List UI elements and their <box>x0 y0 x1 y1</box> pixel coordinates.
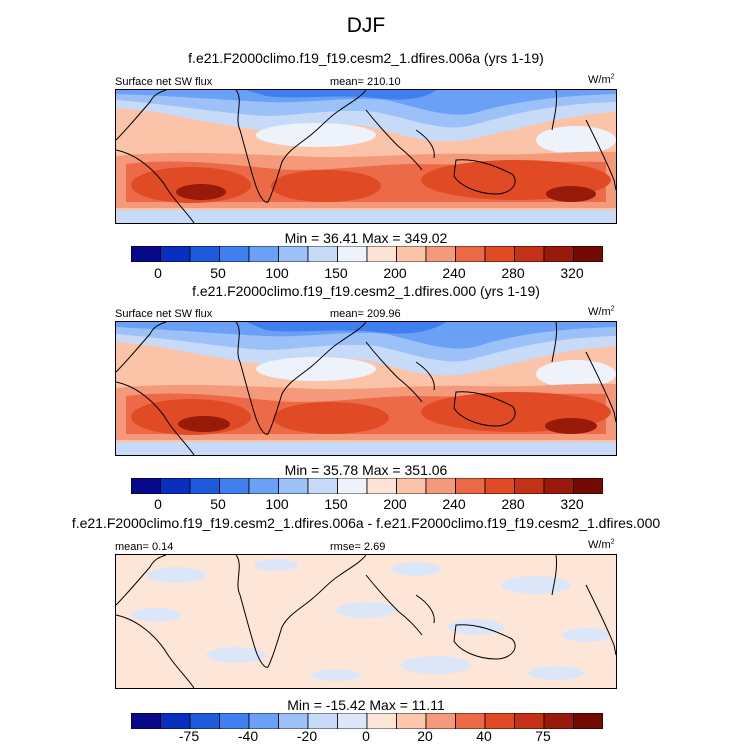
colorbar-box <box>307 478 338 494</box>
colorbar-box <box>425 246 456 262</box>
colorbar-box <box>219 713 250 729</box>
panel2-title: f.e21.F2000climo.f19_f19.cesm2_1.dfires.… <box>192 283 540 299</box>
colorbar-box <box>366 713 397 729</box>
panel2-mean-label: mean= 209.96 <box>330 308 401 320</box>
panel1-stats: Min = 36.41 Max = 349.02 <box>284 230 448 246</box>
colorbar-box <box>248 713 279 729</box>
panel1-tick: 280 <box>501 265 525 281</box>
panel3-colorbar <box>131 713 603 729</box>
colorbar-box <box>131 478 161 494</box>
panel1-tick: 320 <box>560 265 584 281</box>
colorbar-box <box>337 478 368 494</box>
panel2-colorbar <box>131 478 603 494</box>
colorbar-box <box>307 713 338 729</box>
panel2-units-label: W/m2 <box>588 305 615 318</box>
panel1-tick: 240 <box>442 265 466 281</box>
panel1-tick: 150 <box>324 265 348 281</box>
panel1-colorbar-ticks: 0 50 100 150 200 240 280 320 <box>0 265 732 283</box>
colorbar-box <box>189 246 220 262</box>
colorbar-box <box>219 246 250 262</box>
colorbar-box <box>131 713 161 729</box>
colorbar-box <box>131 246 161 262</box>
colorbar-box <box>248 246 279 262</box>
colorbar-box <box>484 246 515 262</box>
colorbar-box <box>307 246 338 262</box>
panel3-tick: -40 <box>237 728 259 744</box>
panel3-units-label: W/m2 <box>588 538 615 551</box>
panel2-tick: 150 <box>324 496 348 512</box>
panel3-tick: -75 <box>178 728 200 744</box>
colorbar-box <box>396 478 427 494</box>
colorbar-box <box>396 713 427 729</box>
panel3-tick: -20 <box>296 728 318 744</box>
panel2-tick: 200 <box>383 496 407 512</box>
colorbar-box <box>425 713 456 729</box>
panel3-tick: 40 <box>476 728 492 744</box>
panel2-stats: Min = 35.78 Max = 351.06 <box>284 462 448 478</box>
panel3-mean-label: mean= 0.14 <box>115 541 174 553</box>
colorbar-box <box>337 246 368 262</box>
colorbar-box <box>543 713 574 729</box>
colorbar-box <box>160 713 191 729</box>
panel2-tick: 240 <box>442 496 466 512</box>
panel3-map <box>115 554 617 689</box>
panel3-title: f.e21.F2000climo.f19_f19.cesm2_1.dfires.… <box>71 515 661 531</box>
panel1-tick: 100 <box>265 265 289 281</box>
colorbar-box <box>484 713 515 729</box>
colorbar-box <box>396 246 427 262</box>
colorbar-box <box>573 713 603 729</box>
panel1-title: f.e21.F2000climo.f19_f19.cesm2_1.dfires.… <box>188 50 544 66</box>
colorbar-box <box>366 478 397 494</box>
panel2-tick: 100 <box>265 496 289 512</box>
colorbar-box <box>573 246 603 262</box>
colorbar-box <box>160 478 191 494</box>
panel2-tick: 0 <box>154 496 162 512</box>
colorbar-box <box>337 713 368 729</box>
colorbar-box <box>160 246 191 262</box>
colorbar-box <box>455 713 486 729</box>
colorbar-box <box>189 478 220 494</box>
colorbar-box <box>425 478 456 494</box>
panel3-stats: Min = -15.42 Max = 11.11 <box>287 697 445 713</box>
panel3-tick: 0 <box>362 728 370 744</box>
panel2-map <box>115 321 617 456</box>
colorbar-box <box>455 478 486 494</box>
colorbar-box <box>514 246 545 262</box>
colorbar-box <box>248 478 279 494</box>
panel1-tick: 0 <box>154 265 162 281</box>
colorbar-box <box>455 246 486 262</box>
panel2-variable-label: Surface net SW flux <box>115 308 213 320</box>
panel3-tick: 20 <box>417 728 433 744</box>
panel2-tick: 280 <box>501 496 525 512</box>
colorbar-box <box>278 713 309 729</box>
panel1-map <box>115 89 617 224</box>
colorbar-box <box>573 478 603 494</box>
panel3-colorbar-ticks: -75 -40 -20 0 20 40 75 <box>0 728 732 746</box>
main-title: DJF <box>346 14 386 37</box>
colorbar-box <box>484 478 515 494</box>
panel3-tick: 75 <box>535 728 551 744</box>
colorbar-box <box>514 478 545 494</box>
colorbar-box <box>219 478 250 494</box>
colorbar-box <box>278 246 309 262</box>
colorbar-box <box>514 713 545 729</box>
panel1-colorbar <box>131 246 603 262</box>
panel1-variable-label: Surface net SW flux <box>115 76 213 88</box>
panel2-colorbar-ticks: 0 50 100 150 200 240 280 320 <box>0 496 732 514</box>
colorbar-box <box>278 478 309 494</box>
colorbar-box <box>543 246 574 262</box>
colorbar-box <box>543 478 574 494</box>
panel1-tick: 50 <box>210 265 226 281</box>
colorbar-box <box>366 246 397 262</box>
colorbar-box <box>189 713 220 729</box>
panel1-mean-label: mean= 210.10 <box>330 76 401 88</box>
panel3-rmse-label: rmse= 2.69 <box>330 541 386 553</box>
panel1-tick: 200 <box>383 265 407 281</box>
panel2-tick: 320 <box>560 496 584 512</box>
panel1-units-label: W/m2 <box>588 73 615 86</box>
panel2-tick: 50 <box>210 496 226 512</box>
